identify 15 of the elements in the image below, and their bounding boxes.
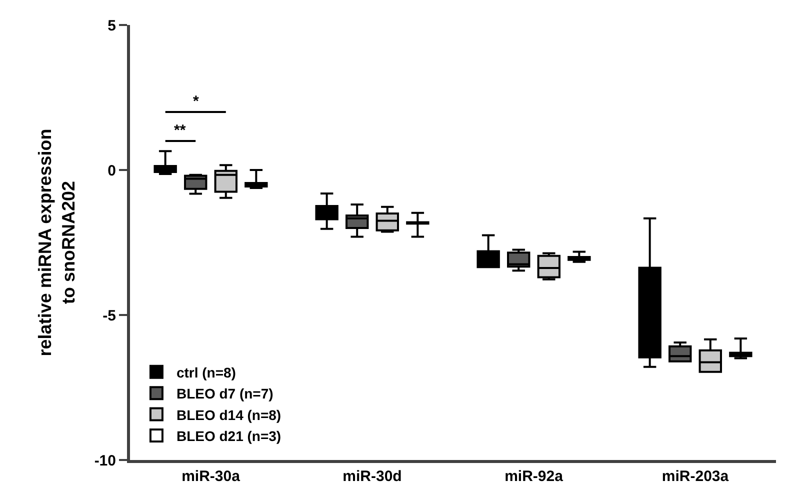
legend-label: BLEO d14 (n=8) — [176, 406, 282, 423]
x-tick-label: miR-92a — [504, 468, 564, 485]
y-tick-label: -5 — [102, 307, 116, 324]
y-tick-label: 5 — [108, 17, 116, 34]
annotation: * — [193, 93, 199, 110]
x-tick-label: miR-30a — [182, 468, 241, 485]
x-tick-label: miR-30d — [342, 468, 402, 485]
legend-label: ctrl (n=8) — [176, 364, 236, 380]
y-axis-title: relative miRNA expression to snoRNA202 — [35, 128, 79, 356]
x-tick-label: miR-203a — [662, 468, 730, 485]
y-tick-label: -10 — [94, 452, 116, 470]
legend-label: BLEO d21 (n=3) — [176, 428, 282, 444]
legend-label: BLEO d7 (n=7) — [176, 386, 274, 402]
y-tick-label: 0 — [108, 162, 116, 180]
annotation: ** — [174, 122, 186, 139]
